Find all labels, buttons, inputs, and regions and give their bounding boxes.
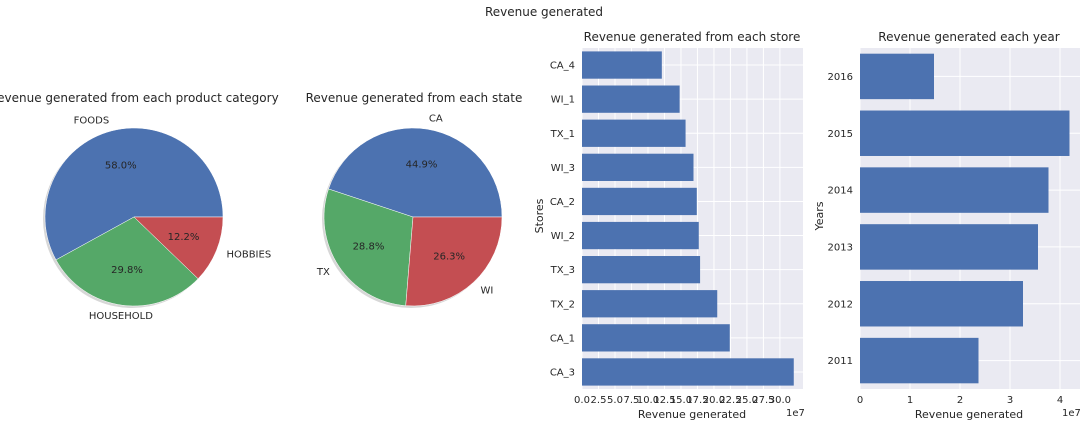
bar-stores-ytick-label: CA_4: [550, 61, 575, 72]
bar-stores-xtick-label: 25.0: [736, 395, 758, 406]
bar-years-xtick-label: 1: [907, 395, 913, 406]
pie-state-slice-ca: [328, 127, 503, 218]
bar-years-ylabel: Years: [813, 201, 826, 231]
bar-stores-xtick-label: 17.5: [686, 395, 708, 406]
bar-stores-ytick-label: CA_2: [550, 197, 575, 208]
bar-stores-bar-tx-2: [582, 290, 718, 318]
bar-chart-stores: Revenue generated from each store Stores…: [533, 30, 805, 421]
pie-category-slice-hobbies: [133, 216, 224, 280]
pie-category-slice-foods: [44, 127, 224, 261]
bar-chart-years: Revenue generated each year Years Revenu…: [813, 30, 1081, 421]
bar-stores-bar-ca-1: [582, 324, 730, 352]
bar-years-xlabel: Revenue generated: [915, 408, 1023, 421]
pie-state-pct-tx: 28.8%: [353, 241, 385, 252]
pie-state-label-ca: CA: [429, 114, 443, 125]
bar-years-plot-area: [860, 48, 1080, 389]
bar-years-title: Revenue generated each year: [878, 30, 1059, 44]
bar-stores-xtick-label: 15.0: [670, 395, 692, 406]
bar-stores-ytick-label: CA_3: [550, 367, 575, 378]
bar-stores-xtick-label: 10.0: [637, 395, 659, 406]
pie-state-slice-tx: [323, 188, 414, 306]
bar-stores-xtick-label: 2.5: [591, 395, 607, 406]
bar-years-bar-2012: [860, 281, 1023, 327]
bar-years-bar-2015: [860, 110, 1070, 156]
bar-stores-bar-ca-2: [582, 187, 697, 216]
bar-years-bar-2014: [860, 167, 1049, 213]
pie-state-pct-wi: 26.3%: [433, 251, 465, 262]
bar-stores-xtick-label: 22.5: [719, 395, 741, 406]
bar-stores-bar-wi-3: [582, 153, 694, 181]
bar-stores-bar-wi-1: [582, 85, 680, 113]
pie-state-title: Revenue generated from each state: [306, 91, 523, 105]
pie-category-label-foods: FOODS: [74, 115, 110, 126]
pie-category-label-hobbies: HOBBIES: [226, 249, 271, 260]
pie-state-label-wi: WI: [481, 285, 494, 296]
bar-years-bar-2016: [860, 53, 934, 100]
bar-stores-ytick-label: TX_2: [550, 299, 575, 310]
bar-years-ytick-label: 2013: [828, 242, 853, 253]
bar-stores-ytick-label: WI_2: [551, 231, 575, 242]
bar-years-xtick-label: 0: [857, 395, 863, 406]
bar-stores-bar-wi-2: [582, 221, 699, 250]
bar-stores-ytick-label: CA_1: [550, 333, 575, 344]
bar-stores-ylabel: Stores: [533, 198, 546, 233]
bar-stores-bar-tx-3: [582, 256, 701, 284]
bar-years-ytick-label: 2015: [828, 129, 853, 140]
pie-category-title: Revenue generated from each product cate…: [0, 91, 279, 105]
pie-category-pct-household: 29.8%: [111, 265, 143, 276]
bar-stores-bar-tx-1: [582, 119, 686, 147]
bar-years-offset-text: 1e7: [1062, 408, 1081, 419]
bar-years-ytick-label: 2016: [828, 72, 853, 83]
bar-years-xtick-label: 4: [1057, 395, 1063, 406]
figure-title: Revenue generated: [485, 5, 603, 19]
bar-years-bar-2011: [860, 337, 979, 384]
pie-category-slice-household: [55, 216, 199, 307]
bar-stores-ytick-label: TX_1: [550, 129, 575, 140]
bar-stores-xtick-label: 7.5: [624, 395, 640, 406]
pie-category-pct-hobbies: 12.2%: [168, 232, 200, 243]
bar-stores-ytick-label: TX_3: [550, 265, 575, 276]
bar-stores-xtick-label: 0.0: [574, 395, 590, 406]
bar-stores-xtick-label: 27.5: [752, 395, 774, 406]
bar-stores-ytick-label: WI_1: [551, 95, 575, 106]
pie-state-slice-wi: [405, 216, 503, 307]
bar-stores-xtick-label: 5.0: [607, 395, 623, 406]
bar-stores-xtick-label: 30.0: [769, 395, 791, 406]
bar-stores-xlabel: Revenue generated: [638, 408, 746, 421]
bar-years-bar-2013: [860, 224, 1038, 270]
bar-stores-xtick-label: 20.0: [703, 395, 725, 406]
pie-category-label-household: HOUSEHOLD: [89, 311, 153, 322]
pie-state-pct-ca: 44.9%: [406, 159, 438, 170]
pie-chart-state: Revenue generated from each state CA 44.9…: [306, 91, 523, 308]
pie-state-label-tx: TX: [316, 267, 330, 278]
bar-years-ytick-label: 2014: [828, 186, 853, 197]
bar-years-xtick-label: 2: [957, 395, 963, 406]
pie-category-pct-foods: 58.0%: [105, 160, 137, 171]
pie-chart-category: Revenue generated from each product cate…: [0, 91, 279, 322]
bar-stores-offset-text: 1e7: [786, 408, 805, 419]
bar-stores-xtick-label: 12.5: [653, 395, 675, 406]
bar-stores-bar-ca-3: [582, 358, 794, 386]
bar-stores-ytick-label: WI_3: [551, 163, 575, 174]
bar-years-xtick-label: 3: [1007, 395, 1013, 406]
bar-years-ytick-label: 2011: [828, 356, 853, 367]
bar-stores-bar-ca-4: [582, 51, 662, 79]
bar-stores-title: Revenue generated from each store: [584, 30, 801, 44]
bar-years-ytick-label: 2012: [828, 299, 853, 310]
